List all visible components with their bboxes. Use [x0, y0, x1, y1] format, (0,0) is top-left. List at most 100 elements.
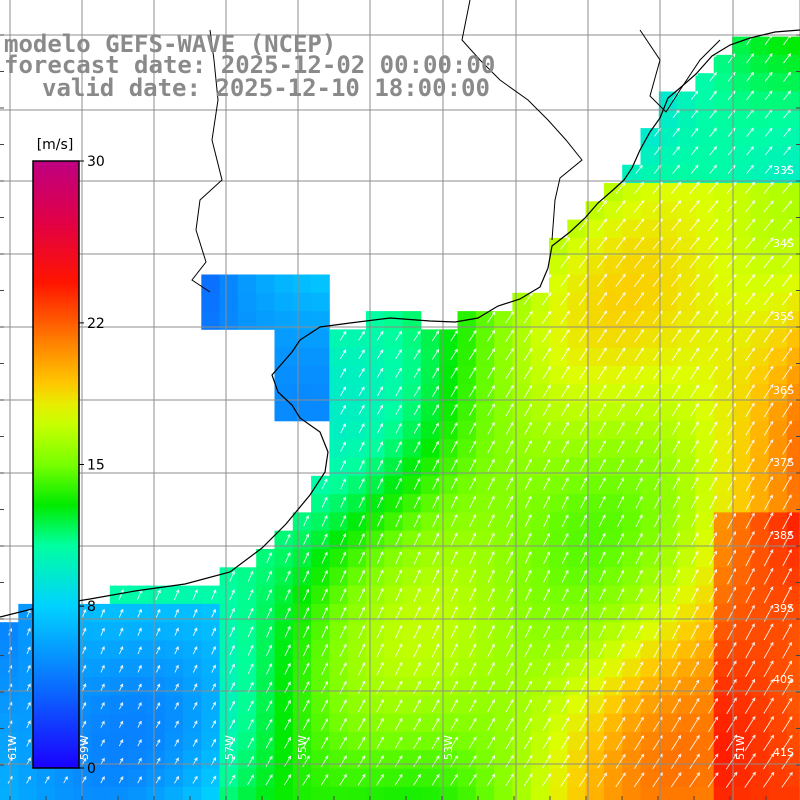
- wind-speed-cell: [402, 732, 422, 751]
- wind-speed-cell: [457, 567, 477, 586]
- wind-speed-cell: [549, 237, 568, 257]
- wind-vector: [708, 402, 718, 417]
- wind-vector: [505, 699, 514, 713]
- wind-speed-cell: [549, 695, 568, 715]
- wind-vector: [615, 291, 626, 306]
- wind-vector: [542, 680, 551, 694]
- wind-speed-cell: [201, 622, 220, 641]
- wind-speed-cell: [695, 713, 715, 733]
- wind-vector: [707, 772, 719, 788]
- wind-speed-cell: [183, 677, 202, 696]
- wind-speed-cell: [237, 695, 257, 715]
- wind-speed-cell: [366, 640, 385, 660]
- wind-vector: [450, 477, 458, 491]
- wind-speed-cell: [219, 658, 239, 678]
- wind-speed-cell: [256, 658, 275, 678]
- wind-speed-cell: [640, 128, 660, 147]
- wind-speed-cell: [366, 366, 385, 385]
- wind-speed-cell: [603, 622, 623, 641]
- wind-vector: [597, 698, 607, 713]
- wind-speed-cell: [420, 457, 440, 477]
- wind-vector: [376, 551, 384, 565]
- wind-vector: [727, 549, 736, 566]
- wind-vector: [617, 495, 625, 509]
- wind-speed-cell: [640, 585, 660, 605]
- wind-vector: [671, 310, 682, 324]
- wind-speed-cell: [658, 603, 678, 623]
- wind-speed-cell: [732, 549, 751, 568]
- colorbar-tick-label: 15: [87, 458, 105, 474]
- wind-vector: [690, 605, 699, 621]
- wind-vector: [229, 607, 235, 619]
- wind-vector: [505, 403, 514, 417]
- wind-vector: [450, 699, 458, 713]
- wind-speed-cell: [695, 512, 715, 532]
- wind-speed-cell: [146, 622, 166, 641]
- wind-speed-cell: [567, 329, 586, 349]
- wind-speed-cell: [549, 494, 568, 513]
- wind-vector: [745, 181, 756, 194]
- wind-vector: [745, 623, 755, 641]
- wind-vector: [635, 587, 643, 602]
- wind-vector: [505, 440, 514, 454]
- wind-vector: [672, 458, 680, 472]
- wind-vector: [782, 438, 792, 455]
- wind-speed-cell: [292, 677, 312, 696]
- wind-vector: [413, 440, 421, 453]
- wind-vector: [432, 459, 439, 472]
- wind-speed-cell: [91, 677, 111, 696]
- wind-vector: [506, 532, 514, 546]
- wind-speed-cell: [109, 622, 129, 641]
- wind-speed-cell: [494, 439, 513, 458]
- wind-vector: [487, 661, 495, 676]
- wind-speed-cell: [402, 311, 422, 330]
- wind-speed-cell: [732, 311, 751, 330]
- wind-vector: [579, 384, 588, 399]
- wind-vector: [709, 495, 717, 510]
- wind-vector: [357, 717, 366, 731]
- wind-speed-cell: [567, 640, 586, 660]
- wind-speed-cell: [768, 695, 788, 715]
- wind-speed-cell: [695, 91, 715, 111]
- wind-vector: [597, 291, 608, 306]
- wind-vector: [763, 697, 774, 714]
- wind-speed-cell: [292, 567, 312, 586]
- wind-vector: [523, 366, 533, 380]
- wind-speed-cell: [73, 786, 92, 800]
- wind-speed-cell: [219, 585, 239, 605]
- wind-speed-cell: [366, 439, 385, 458]
- wind-vector: [690, 384, 700, 398]
- wind-vector: [615, 199, 626, 213]
- wind-vector: [431, 330, 440, 342]
- wind-vector: [689, 679, 700, 695]
- wind-speed-cell: [658, 91, 678, 111]
- wind-vector: [745, 586, 755, 604]
- wind-vector: [413, 514, 421, 528]
- wind-vector: [709, 476, 718, 491]
- wind-speed-cell: [494, 549, 513, 568]
- wind-speed-cell: [347, 603, 367, 623]
- wind-vector: [616, 606, 625, 620]
- wind-speed-cell: [109, 585, 129, 605]
- wind-speed-cell: [512, 603, 532, 623]
- wind-vector: [672, 146, 680, 156]
- wind-speed-cell: [420, 732, 440, 751]
- wind-speed-cell: [732, 494, 751, 513]
- wind-speed-cell: [494, 750, 513, 769]
- wind-vector: [745, 237, 756, 250]
- wind-vector: [708, 347, 718, 361]
- wind-speed-cell: [329, 603, 349, 623]
- wind-speed-cell: [347, 695, 367, 715]
- wind-speed-cell: [201, 750, 220, 769]
- wind-speed-cell: [0, 677, 19, 696]
- wind-vector: [709, 550, 718, 565]
- wind-vector: [616, 643, 625, 658]
- wind-speed-cell: [475, 622, 495, 641]
- wind-speed-cell: [786, 292, 800, 312]
- wind-speed-cell: [475, 567, 495, 586]
- wind-speed-cell: [732, 567, 751, 586]
- wind-speed-cell: [237, 786, 257, 800]
- wind-speed-cell: [585, 256, 605, 275]
- wind-speed-cell: [311, 768, 330, 788]
